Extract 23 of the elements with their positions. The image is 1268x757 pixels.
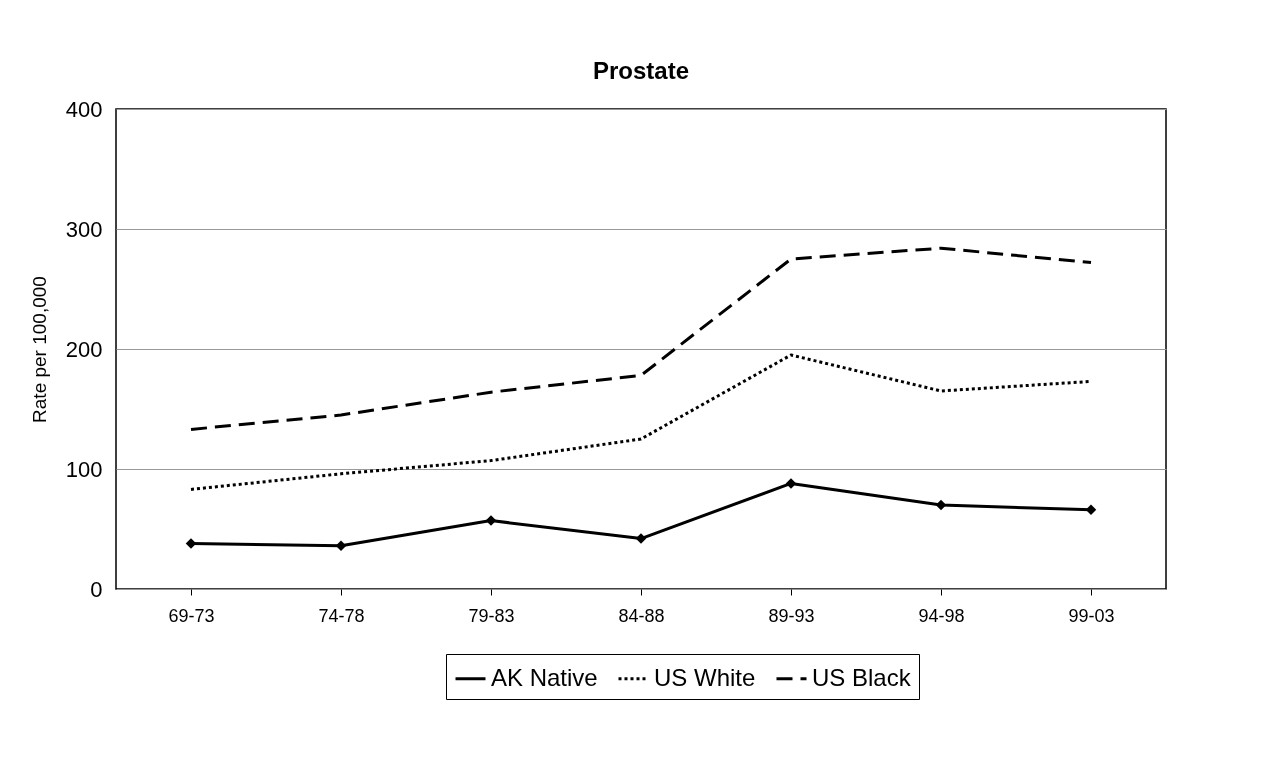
x-tick-label: 94-98 [918,605,965,626]
legend-label: US White [654,663,756,691]
x-tick-label: 89-93 [768,605,815,626]
point [335,540,347,552]
x-tick-label: 99-03 [1068,605,1115,626]
y-tick-label: 0 [90,576,103,602]
line-series [189,246,1093,431]
y-tick-label: 100 [65,456,103,482]
point [785,478,797,489]
point [935,499,947,511]
y-axis-title: Rate per 100,000 [28,276,50,423]
legend-label: AK Native [491,663,598,691]
chart-title: Prostate [592,57,690,84]
x-tick-label: 84-88 [618,605,665,626]
y-tick-label: 300 [65,216,103,242]
y-tick-label: 400 [65,96,103,122]
x-tick-label: 69-73 [168,605,215,626]
y-tick-label: 200 [65,336,103,362]
point [635,533,647,544]
x-tick-label: 79-83 [468,605,515,626]
legend-label: US Black [812,663,912,691]
x-tick-label: 74-78 [318,605,365,626]
point [485,515,497,526]
